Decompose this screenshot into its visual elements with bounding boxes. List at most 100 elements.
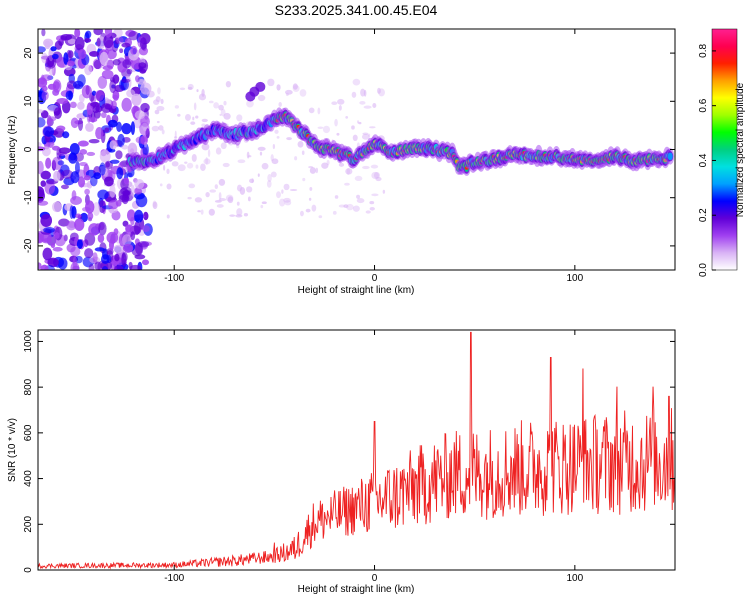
heatmap-cell (98, 199, 106, 213)
spectrogram-xtick-label: 100 (566, 273, 583, 284)
heatmap-cell (40, 170, 51, 180)
heatmap-cell (98, 221, 107, 236)
heatmap-cell (362, 165, 370, 170)
heatmap-cell (195, 115, 199, 119)
heatmap-cell (38, 160, 44, 175)
heatmap-cell (122, 59, 132, 69)
heatmap-cell (134, 254, 146, 260)
heatmap-cell (115, 150, 123, 160)
snr-ylabel: SNR (10 * v/v) (7, 418, 18, 482)
heatmap-cell (369, 206, 375, 211)
heatmap-cell (276, 191, 281, 199)
heatmap-cell (270, 171, 277, 178)
heatmap-cell (116, 36, 124, 44)
heatmap-cell (107, 119, 118, 128)
heatmap-cell (122, 243, 134, 253)
heatmap-cell (138, 62, 147, 69)
heatmap-cell (216, 204, 224, 208)
heatmap-cell (95, 126, 104, 140)
heatmap-cell (62, 131, 70, 139)
heatmap-cell (220, 142, 227, 150)
heatmap-cell (93, 172, 102, 180)
heatmap-cell (58, 147, 71, 154)
snr-xtick-label: 0 (372, 573, 378, 584)
heatmap-cell (218, 178, 226, 186)
heatmap-cell (259, 151, 263, 156)
spectrogram-ylabel: Frequency (Hz) (7, 116, 18, 185)
heatmap-cell (356, 198, 365, 204)
heatmap-cell (97, 189, 109, 200)
heatmap-cell (331, 101, 338, 105)
heatmap-cell (159, 183, 163, 187)
heatmap-cell (137, 240, 150, 248)
heatmap-cell (101, 69, 114, 80)
heatmap-cell (74, 36, 85, 51)
spectrogram-ytick-label: -20 (23, 238, 34, 253)
heatmap-cell (260, 204, 264, 209)
heatmap-cell (121, 123, 132, 135)
snr-ytick-label: 200 (23, 516, 34, 533)
heatmap-cell (60, 33, 73, 41)
heatmap-cell (161, 129, 165, 135)
heatmap-cell (201, 88, 205, 97)
heatmap-cell (177, 113, 181, 117)
spectrogram-ytick-label: 0 (23, 146, 34, 152)
heatmap-cell (61, 169, 74, 179)
heatmap-cell (100, 111, 107, 119)
heatmap-cell (365, 210, 371, 214)
heatmap-cell (378, 88, 385, 97)
heatmap-cell (117, 133, 125, 148)
heatmap-cell (203, 158, 211, 165)
heatmap-cell (140, 135, 148, 145)
heatmap-cell (155, 96, 161, 103)
heatmap-cell (41, 85, 48, 92)
heatmap-cell (207, 149, 211, 158)
heatmap-cell (38, 200, 49, 206)
heatmap-cell (69, 142, 80, 155)
heatmap-cell (130, 184, 135, 197)
heatmap-cell (74, 161, 80, 175)
heatmap-cell (311, 204, 317, 212)
heatmap-cell (375, 176, 382, 182)
heatmap-cell (177, 164, 186, 172)
heatmap-cell (77, 117, 84, 131)
heatmap-cell (81, 84, 92, 99)
heatmap-cell (143, 211, 149, 221)
heatmap-cell (218, 104, 224, 111)
heatmap-cell (213, 102, 219, 109)
heatmap-cell (139, 37, 147, 50)
heatmap-cell (38, 232, 44, 244)
heatmap-cell (88, 139, 100, 144)
heatmap-cell (74, 29, 81, 38)
heatmap-cell (361, 133, 370, 140)
heatmap-cell (305, 208, 311, 213)
heatmap-cell (97, 75, 108, 89)
heatmap-cell (667, 152, 673, 161)
heatmap-cell (236, 208, 243, 216)
heatmap-cell (279, 198, 286, 207)
heatmap-cell (243, 212, 249, 217)
heatmap-cell (84, 64, 93, 76)
heatmap-cell (345, 116, 349, 119)
heatmap-cell (74, 218, 85, 232)
heatmap-cell (84, 232, 96, 246)
heatmap-cell (214, 184, 218, 189)
heatmap-cell (338, 105, 342, 111)
heatmap-cell (110, 100, 117, 109)
heatmap-cell (227, 196, 234, 204)
heatmap-cell (76, 101, 85, 110)
heatmap-cell (218, 192, 222, 200)
heatmap-cell (251, 178, 254, 184)
colorbar-label: Normalized spectral amplitude (735, 82, 746, 217)
heatmap-cell (352, 205, 360, 212)
heatmap-cell (315, 167, 319, 174)
heatmap-cell (257, 146, 266, 151)
heatmap-cell (109, 79, 117, 93)
heatmap-cell (187, 196, 192, 200)
heatmap-cell (223, 112, 231, 120)
colorbar-axis: 0.0 0.2 0.4 0.6 0.8 (698, 44, 716, 277)
figure-title: S233.2025.341.00.45.E04 (275, 2, 438, 18)
snr-ytick-label: 600 (23, 424, 34, 441)
heatmap-cell (41, 90, 49, 101)
heatmap-cell (85, 122, 94, 132)
